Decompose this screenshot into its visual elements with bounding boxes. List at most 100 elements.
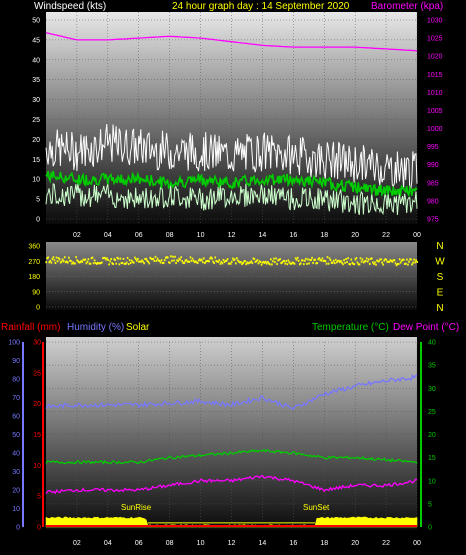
direction-point xyxy=(67,261,69,264)
direction-point xyxy=(248,261,251,264)
direction-point xyxy=(243,260,245,263)
direction-point xyxy=(266,261,269,264)
direction-point xyxy=(236,257,238,260)
wind-x-tick: 12 xyxy=(228,232,236,239)
direction-point xyxy=(244,260,246,263)
direction-point xyxy=(92,262,95,265)
direction-point xyxy=(292,262,295,265)
direction-point xyxy=(278,258,280,261)
direction-point xyxy=(182,261,185,264)
direction-point xyxy=(106,257,108,260)
lower-x-tick: 18 xyxy=(320,540,328,547)
direction-point xyxy=(414,261,416,264)
direction-point xyxy=(371,257,373,260)
direction-point xyxy=(192,259,195,262)
humidity-y-tick: 20 xyxy=(12,488,20,495)
direction-point xyxy=(373,262,375,265)
direction-letter: N xyxy=(436,241,443,252)
direction-point xyxy=(370,257,372,260)
direction-point xyxy=(110,258,112,261)
direction-point xyxy=(377,260,379,263)
direction-point xyxy=(302,259,304,262)
direction-point xyxy=(283,259,286,262)
direction-point xyxy=(118,263,121,266)
baro-y-tick: 980 xyxy=(427,198,439,205)
baro-y-tick: 990 xyxy=(427,162,439,169)
direction-point xyxy=(295,258,298,261)
direction-point xyxy=(135,258,137,261)
direction-point xyxy=(193,261,196,264)
direction-point xyxy=(186,260,189,263)
direction-letter: N xyxy=(436,303,443,314)
direction-point xyxy=(358,263,361,266)
dir-y-tick: 0 xyxy=(36,305,40,312)
direction-point xyxy=(250,260,253,263)
direction-point xyxy=(54,262,57,265)
direction-point xyxy=(258,260,261,263)
direction-point xyxy=(116,256,119,259)
direction-point xyxy=(212,260,214,263)
direction-point xyxy=(411,263,413,266)
direction-point xyxy=(381,261,383,264)
direction-point xyxy=(220,261,223,264)
solar-label: Solar xyxy=(126,322,150,333)
baro-y-tick: 975 xyxy=(427,217,439,224)
direction-point xyxy=(185,258,188,261)
direction-point xyxy=(190,259,193,262)
direction-point xyxy=(380,258,382,261)
direction-point xyxy=(156,257,159,260)
direction-point xyxy=(168,261,170,264)
dir-y-tick: 180 xyxy=(28,274,40,281)
direction-point xyxy=(222,258,225,261)
direction-point xyxy=(389,259,392,262)
wind-x-tick: 20 xyxy=(351,232,359,239)
windspeed-avg-line xyxy=(45,170,418,198)
direction-point xyxy=(62,260,65,263)
direction-point xyxy=(45,261,47,264)
direction-point xyxy=(404,262,406,265)
humidity-line xyxy=(45,374,418,411)
direction-point xyxy=(324,260,327,263)
direction-point xyxy=(81,260,84,263)
direction-point xyxy=(171,259,173,262)
wind-x-tick: 06 xyxy=(135,232,143,239)
wind-y-tick: 5 xyxy=(36,197,40,204)
wind-x-tick: 04 xyxy=(104,232,112,239)
wind-x-tick: 02 xyxy=(73,232,81,239)
direction-point xyxy=(170,255,172,258)
baro-y-tick: 995 xyxy=(427,144,439,151)
direction-point xyxy=(413,258,415,261)
rain-y-tick: 10 xyxy=(33,463,41,470)
wind-x-tick: 14 xyxy=(259,232,267,239)
dir-y-tick: 90 xyxy=(32,289,40,296)
direction-point xyxy=(218,259,221,262)
direction-point xyxy=(346,261,348,264)
direction-point xyxy=(326,256,329,259)
direction-point xyxy=(345,258,347,261)
direction-point xyxy=(341,261,343,264)
humidity-y-tick: 50 xyxy=(12,432,20,439)
direction-point xyxy=(284,262,287,265)
direction-point xyxy=(372,261,374,264)
direction-point xyxy=(360,260,363,263)
temp-y-tick: 5 xyxy=(428,501,432,508)
direction-point xyxy=(390,259,393,262)
direction-point xyxy=(256,259,259,262)
direction-point xyxy=(104,256,106,259)
direction-point xyxy=(354,258,357,261)
direction-point xyxy=(229,262,232,265)
temperature-line xyxy=(45,448,418,465)
direction-point xyxy=(108,263,110,266)
direction-point xyxy=(249,261,252,264)
direction-point xyxy=(363,260,366,263)
direction-point xyxy=(70,259,72,262)
direction-point xyxy=(72,261,74,264)
rain-y-tick: 15 xyxy=(33,432,41,439)
dewpoint-line xyxy=(45,474,418,495)
direction-point xyxy=(227,262,230,265)
direction-point xyxy=(77,260,79,263)
direction-point xyxy=(235,262,237,265)
direction-point xyxy=(359,257,362,260)
sunset-label: SunSet xyxy=(303,503,330,512)
